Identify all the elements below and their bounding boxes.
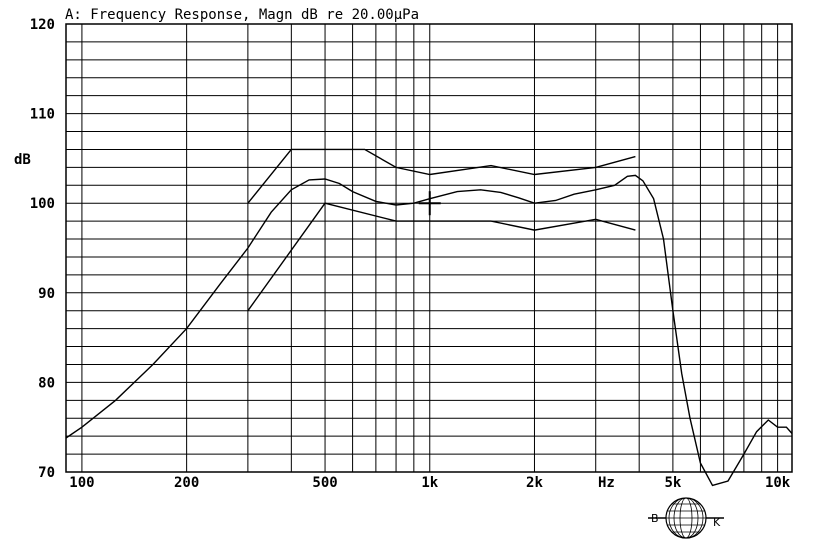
- x-tick-label: 10k: [765, 475, 791, 491]
- globe-meridian: [668, 497, 704, 539]
- y-tick-label: 80: [38, 375, 55, 391]
- chart-title: A: Frequency Response, Magn dB re 20.00μ…: [65, 7, 419, 23]
- logo-letter-b: B: [651, 512, 659, 525]
- tick-labels: 70 80 90 100 110 120 100 200 500 1k 2k 5k 10k: [30, 17, 791, 491]
- x-tick-label: 500: [312, 475, 337, 491]
- logo-letter-k: K: [713, 516, 721, 529]
- y-tick-label: 100: [30, 196, 55, 212]
- plot-frame: [65, 23, 793, 473]
- x-tick-label: 200: [174, 475, 199, 491]
- y-axis-label: dB: [14, 152, 31, 168]
- series-line-1: [65, 174, 793, 487]
- x-tick-label: 1k: [421, 475, 438, 491]
- y-tick-label: 110: [30, 107, 55, 123]
- x-axis-label: Hz: [598, 475, 615, 491]
- x-tick-label: 100: [69, 475, 94, 491]
- grid: [65, 23, 793, 473]
- y-tick-label: 120: [30, 17, 55, 33]
- series-group: [65, 148, 793, 487]
- cursor-crosshair: [418, 191, 441, 216]
- series-line-3: [247, 202, 636, 312]
- x-tick-label: 5k: [664, 475, 681, 491]
- y-tick-label: 70: [38, 465, 55, 481]
- y-tick-label: 90: [38, 286, 55, 302]
- series-line-2: [247, 148, 636, 204]
- x-tick-label: 2k: [526, 475, 543, 491]
